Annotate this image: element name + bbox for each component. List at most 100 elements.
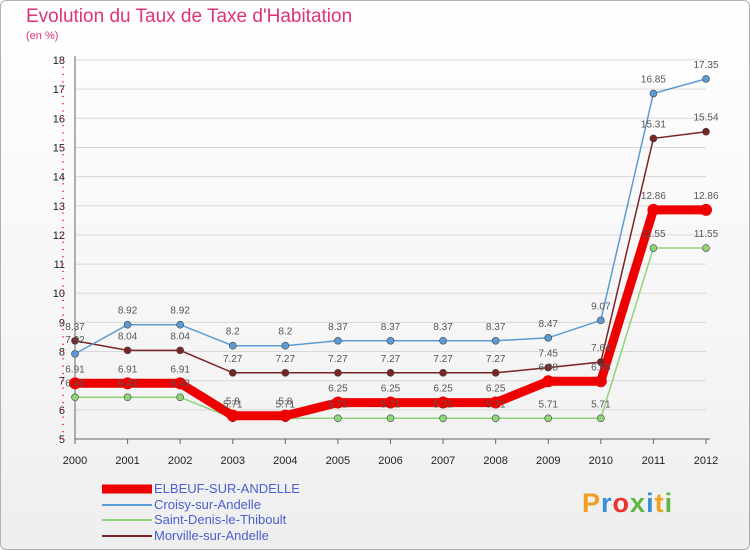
data-point [594, 375, 607, 388]
x-tick-label: 2011 [642, 455, 666, 467]
data-point [649, 244, 658, 252]
data-point [437, 396, 450, 409]
data-label: 8.37 [65, 322, 85, 333]
data-label: 7.64 [591, 343, 611, 354]
data-point [123, 346, 132, 355]
logo-letter: t [654, 488, 665, 518]
y-tick-label: 11 [54, 259, 65, 271]
legend-label: Saint-Denis-le-Thiboult [154, 512, 287, 527]
x-tick-label: 2006 [378, 455, 402, 467]
data-label: 6.43 [170, 378, 190, 389]
data-point [702, 75, 710, 83]
data-label: 8.92 [118, 306, 138, 317]
data-label: 8.2 [278, 327, 292, 338]
data-label: 12.86 [693, 191, 718, 202]
data-label: 6.98 [539, 362, 559, 373]
legend-label: Morville-sur-Andelle [154, 528, 269, 543]
data-label: 11.55 [694, 229, 719, 240]
data-point [331, 396, 344, 409]
data-point [700, 203, 712, 216]
data-point [334, 336, 342, 345]
data-point [69, 377, 81, 390]
data-point [702, 127, 710, 136]
data-point [489, 396, 502, 409]
data-label: 5.8 [278, 397, 292, 408]
data-label: 6.25 [381, 384, 401, 395]
data-point [123, 320, 132, 329]
x-tick-label: 2008 [483, 455, 507, 467]
data-point [71, 336, 79, 345]
data-label: 8.37 [381, 322, 401, 333]
data-label: 5.71 [328, 399, 348, 410]
data-label: 7.27 [276, 354, 296, 365]
y-tick-label: 14 [53, 172, 65, 184]
data-label: 8.37 [486, 322, 506, 333]
logo-letter: P [582, 488, 602, 518]
x-tick-label: 2009 [536, 455, 560, 467]
data-label: 15.54 [693, 113, 718, 124]
y-tick-label: 8 [59, 347, 65, 359]
data-point [439, 414, 447, 423]
data-point [386, 414, 395, 423]
data-label: 5.71 [486, 399, 506, 410]
data-point [281, 341, 290, 350]
y-tick-label: 13 [53, 201, 65, 213]
data-label: 5.71 [539, 399, 559, 410]
y-tick-label: 12 [53, 230, 65, 242]
data-point [176, 393, 184, 402]
legend-label: ELBEUF-SUR-ANDELLE [154, 481, 300, 496]
data-label: 5.71 [591, 399, 611, 410]
x-tick-label: 2007 [431, 455, 455, 467]
data-label: 6.25 [328, 384, 348, 395]
data-label: 6.43 [65, 378, 85, 389]
data-label: 7.27 [486, 354, 506, 365]
data-point [176, 320, 184, 329]
data-labels: 6.91 6.91 6.91 5.8 5.8 6.25 6.25 6.25 6.25 6.98 6.… [65, 60, 719, 410]
data-point [176, 346, 184, 355]
data-point [121, 377, 134, 390]
x-tick-label: 2003 [221, 455, 245, 467]
data-point [439, 336, 447, 345]
x-tick-label: 2001 [115, 455, 139, 467]
data-label: 8.2 [226, 327, 240, 338]
data-point [384, 396, 397, 409]
data-point [491, 369, 500, 377]
data-point [71, 393, 79, 402]
data-point [123, 393, 132, 402]
chart-subtitle: (en %) [26, 30, 59, 42]
x-tick-label: 2010 [589, 455, 613, 467]
x-tick-label: 2004 [273, 455, 297, 467]
data-point [226, 409, 239, 422]
data-label: 8.37 [328, 322, 348, 333]
data-point [491, 414, 500, 423]
data-label: 6.91 [65, 364, 85, 375]
data-label: 6.43 [118, 378, 138, 389]
axes: 5 6 7 8 9 10 11 12 13 14 15 16 17 18 2000 2001 2002 2003 2… [53, 55, 718, 467]
data-label: 7.92 [65, 335, 85, 346]
data-point [544, 363, 553, 372]
data-label: 7.27 [381, 354, 401, 365]
data-label: 16.85 [641, 75, 666, 86]
series-points [69, 75, 712, 423]
data-point [597, 358, 605, 366]
x-tick-label: 2000 [63, 455, 87, 467]
data-point [544, 334, 553, 342]
data-point [702, 244, 710, 252]
data-label: 5.71 [276, 399, 296, 410]
x-tick-label: 2002 [168, 455, 192, 467]
data-label: 6.91 [118, 364, 138, 375]
data-label: 8.47 [539, 319, 559, 330]
logo-letter: i [664, 488, 674, 518]
data-label: 8.04 [118, 331, 138, 342]
data-label: 15.31 [641, 119, 666, 130]
data-point [647, 203, 660, 216]
data-point [597, 316, 605, 325]
data-label: 7.27 [433, 354, 453, 365]
data-label: 5.71 [381, 399, 401, 410]
data-point [334, 414, 342, 423]
y-tick-label: 9 [59, 317, 65, 329]
y-tick-label: 17 [53, 84, 65, 96]
y-tick-label: 7 [59, 376, 65, 388]
